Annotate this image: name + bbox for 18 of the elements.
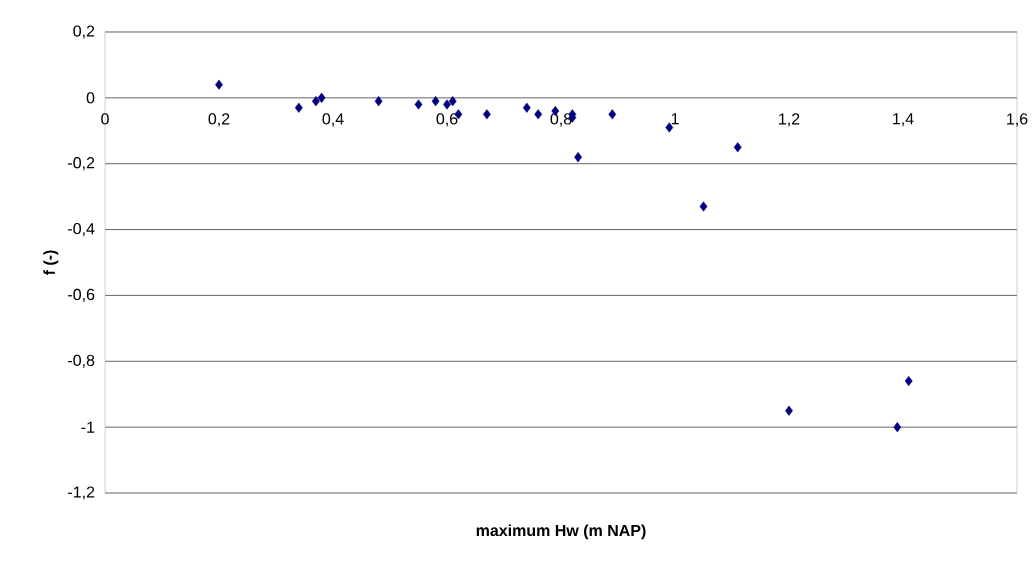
x-tick-label: 1 (671, 113, 679, 125)
x-tick-label: 1,2 (779, 113, 800, 127)
y-tick-label: -0,2 (68, 157, 95, 171)
y-axis-title: f (-) (43, 250, 59, 276)
x-tick-label: 1,6 (1007, 113, 1028, 127)
y-tick-label: -0,6 (68, 288, 95, 303)
x-tick-label: 0,4 (322, 113, 344, 127)
y-tick-label: 0,2 (73, 25, 95, 39)
y-tick-label: 0 (86, 92, 95, 104)
x-tick-label: 0 (101, 113, 109, 125)
y-tick-label: -1 (81, 421, 95, 433)
x-tick-label: 1,4 (893, 113, 914, 127)
x-axis-title: maximum Hw (m NAP) (476, 524, 646, 540)
y-tick-label: -0,4 (68, 222, 95, 237)
x-tick-label: 0,2 (208, 113, 230, 127)
y-tick-label: -1,2 (68, 486, 95, 500)
y-tick-label: -0,8 (68, 354, 95, 368)
x-tick-label: 0,6 (436, 113, 458, 127)
